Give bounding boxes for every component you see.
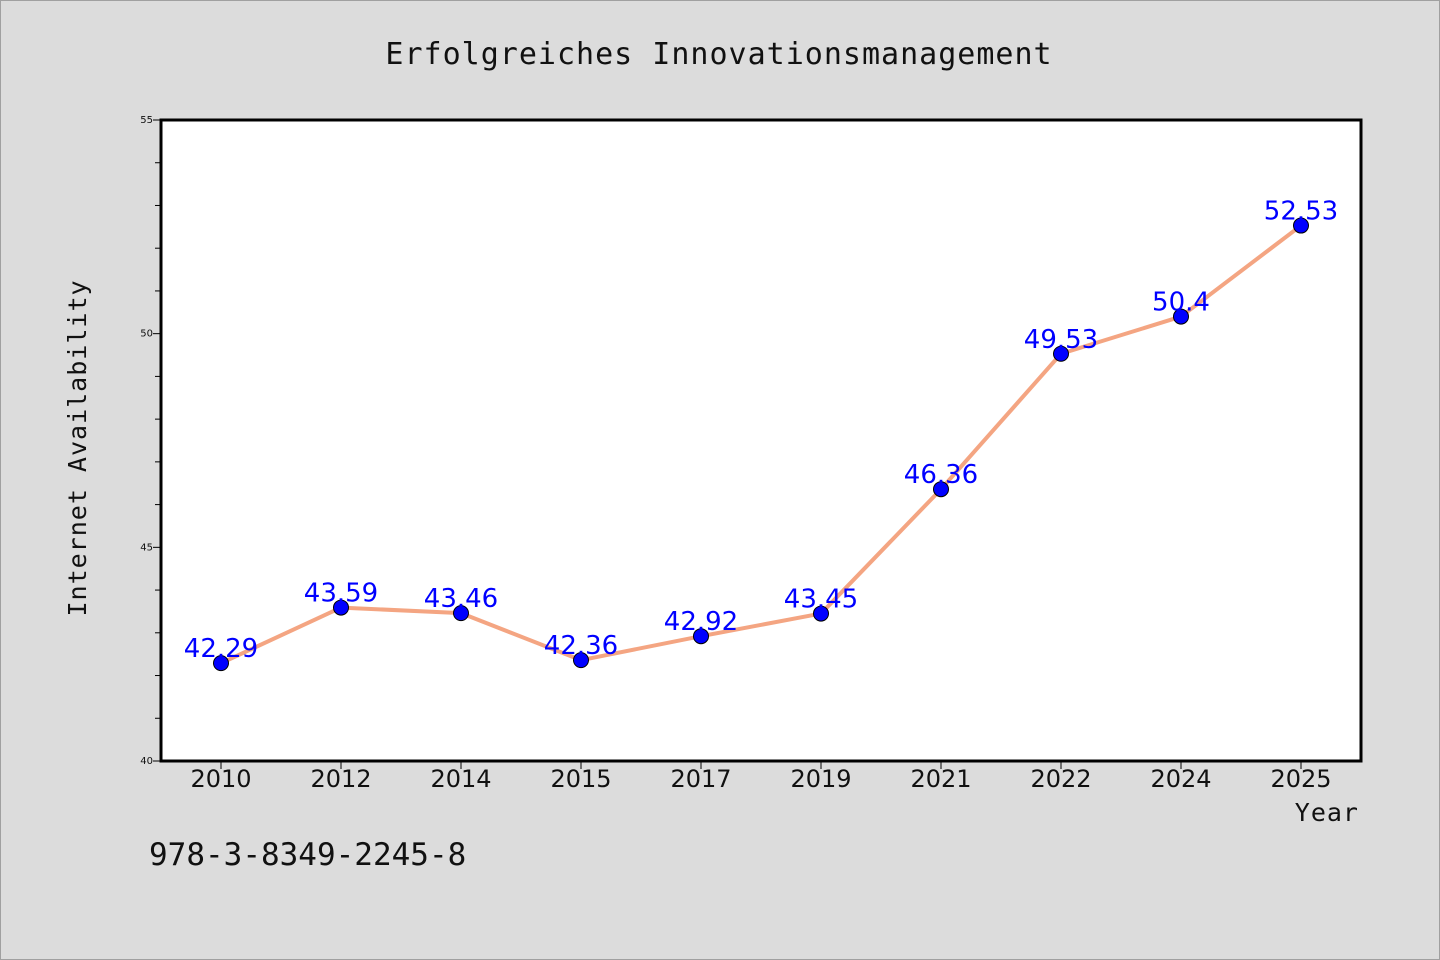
y-axis-title: Internet Availability <box>63 279 92 616</box>
data-point <box>933 481 949 498</box>
data-label: 42.92 <box>664 607 738 637</box>
data-label: 50.4 <box>1152 288 1210 318</box>
data-label: 52.53 <box>1264 197 1338 227</box>
x-tick-label: 2024 <box>1150 765 1211 793</box>
data-point <box>693 628 709 645</box>
series-line <box>219 223 1303 666</box>
x-tick-label: 2017 <box>670 765 731 793</box>
data-point <box>333 599 349 616</box>
x-tick-label: 2010 <box>190 765 251 793</box>
data-point <box>1173 308 1189 325</box>
y-tick-label: 45 <box>140 542 153 553</box>
data-label-layer: 42.29 43.59 43.46 42.36 42.92 43.45 46.36 49.53… <box>184 197 1338 665</box>
x-tick-label: 2012 <box>310 765 371 793</box>
x-tick-label: 2021 <box>910 765 971 793</box>
data-point <box>1293 217 1309 234</box>
data-point <box>453 605 469 622</box>
data-label: 46.36 <box>904 460 978 490</box>
x-tick-label: 2025 <box>1270 765 1331 793</box>
x-tick-label: 2015 <box>550 765 611 793</box>
x-axis: 2010 2012 2014 2015 2017 2019 2021 2022 2024 2025 <box>190 761 1332 793</box>
series-layer <box>213 217 1309 672</box>
data-label: 42.29 <box>184 634 258 664</box>
data-label: 49.53 <box>1024 325 1098 355</box>
y-tick-label: 40 <box>140 756 153 767</box>
x-tick-label: 2014 <box>430 765 491 793</box>
data-label: 43.46 <box>424 584 498 614</box>
data-point <box>213 655 229 672</box>
chart-title: Erfolgreiches Innovationsmanagement <box>385 37 1052 72</box>
x-tick-label: 2022 <box>1030 765 1091 793</box>
data-point <box>1053 345 1069 362</box>
footnote-isbn: 978-3-8349-2245-8 <box>149 837 466 873</box>
data-label: 43.59 <box>304 579 378 609</box>
y-tick-label: 55 <box>140 115 153 126</box>
data-point <box>573 652 589 669</box>
plot-area <box>159 118 1363 763</box>
data-point <box>813 605 829 622</box>
data-label: 43.45 <box>784 585 858 615</box>
data-label: 42.36 <box>544 631 618 661</box>
y-axis: 40 45 50 55 <box>140 115 161 767</box>
x-tick-label: 2019 <box>790 765 851 793</box>
x-axis-title: Year <box>1295 798 1359 827</box>
y-tick-label: 50 <box>140 329 153 340</box>
